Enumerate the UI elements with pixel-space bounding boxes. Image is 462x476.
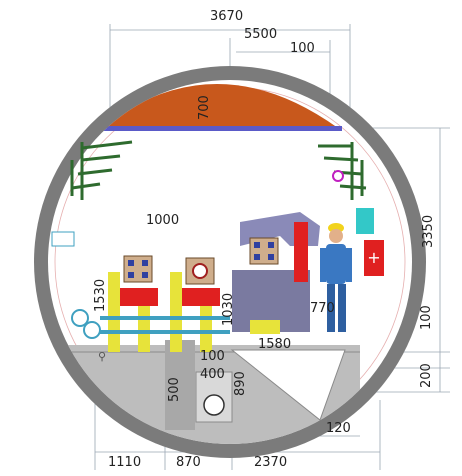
bicycle-icon: ⚲: [98, 350, 106, 363]
dim-segment-1000: 1000: [146, 213, 179, 228]
dim-segment-1030: 1030: [221, 293, 236, 326]
crown-segment: [100, 84, 338, 128]
wall-box-left: [51, 231, 75, 247]
floor-pillar: [165, 340, 195, 430]
dim-inner-width: 5500: [244, 27, 277, 42]
equipment-rack-1: [100, 255, 170, 352]
dim-segment-1530: 1530: [93, 279, 108, 312]
dim-segment-100-mid: 100: [200, 349, 225, 364]
dim-segment-890: 890: [233, 371, 248, 396]
cyan-panel: [356, 208, 374, 234]
pipe-left-1: [71, 309, 89, 327]
machine-block: [232, 212, 320, 334]
drain-pipe: [203, 394, 225, 416]
cross-icon: +: [367, 248, 380, 267]
dim-segment-400: 400: [200, 367, 225, 382]
magenta-fitting-icon: [332, 170, 344, 182]
worker-figure: [320, 223, 352, 332]
dim-segment-500: 500: [167, 377, 182, 402]
dim-segment-120: 120: [326, 421, 351, 436]
dim-bottom-1110: 1110: [108, 455, 141, 470]
dim-right-200: 200: [419, 363, 434, 388]
dim-right-100: 100: [419, 305, 434, 330]
pipe-left-2: [83, 321, 101, 339]
dim-segment-1580: 1580: [258, 337, 291, 352]
dim-right-3350: 3350: [421, 215, 436, 248]
cable-bracket-left: [70, 140, 133, 200]
equipment-rack-2: [164, 257, 230, 352]
dim-crown-height: 700: [197, 95, 212, 120]
dim-outer-diameter: 3670: [210, 9, 243, 24]
dim-shell-thickness: 100: [290, 41, 315, 56]
fire-extinguisher-box: [364, 240, 384, 276]
drainage-channel: [230, 349, 346, 421]
dim-bottom-870: 870: [176, 455, 201, 470]
dim-segment-770: 770: [310, 301, 335, 316]
dim-bottom-2370: 2370: [254, 455, 287, 470]
dimension-labels: 3670 5500 100 700 1000 1530 1030 770 158…: [93, 9, 436, 470]
crown-bar: [92, 126, 342, 131]
